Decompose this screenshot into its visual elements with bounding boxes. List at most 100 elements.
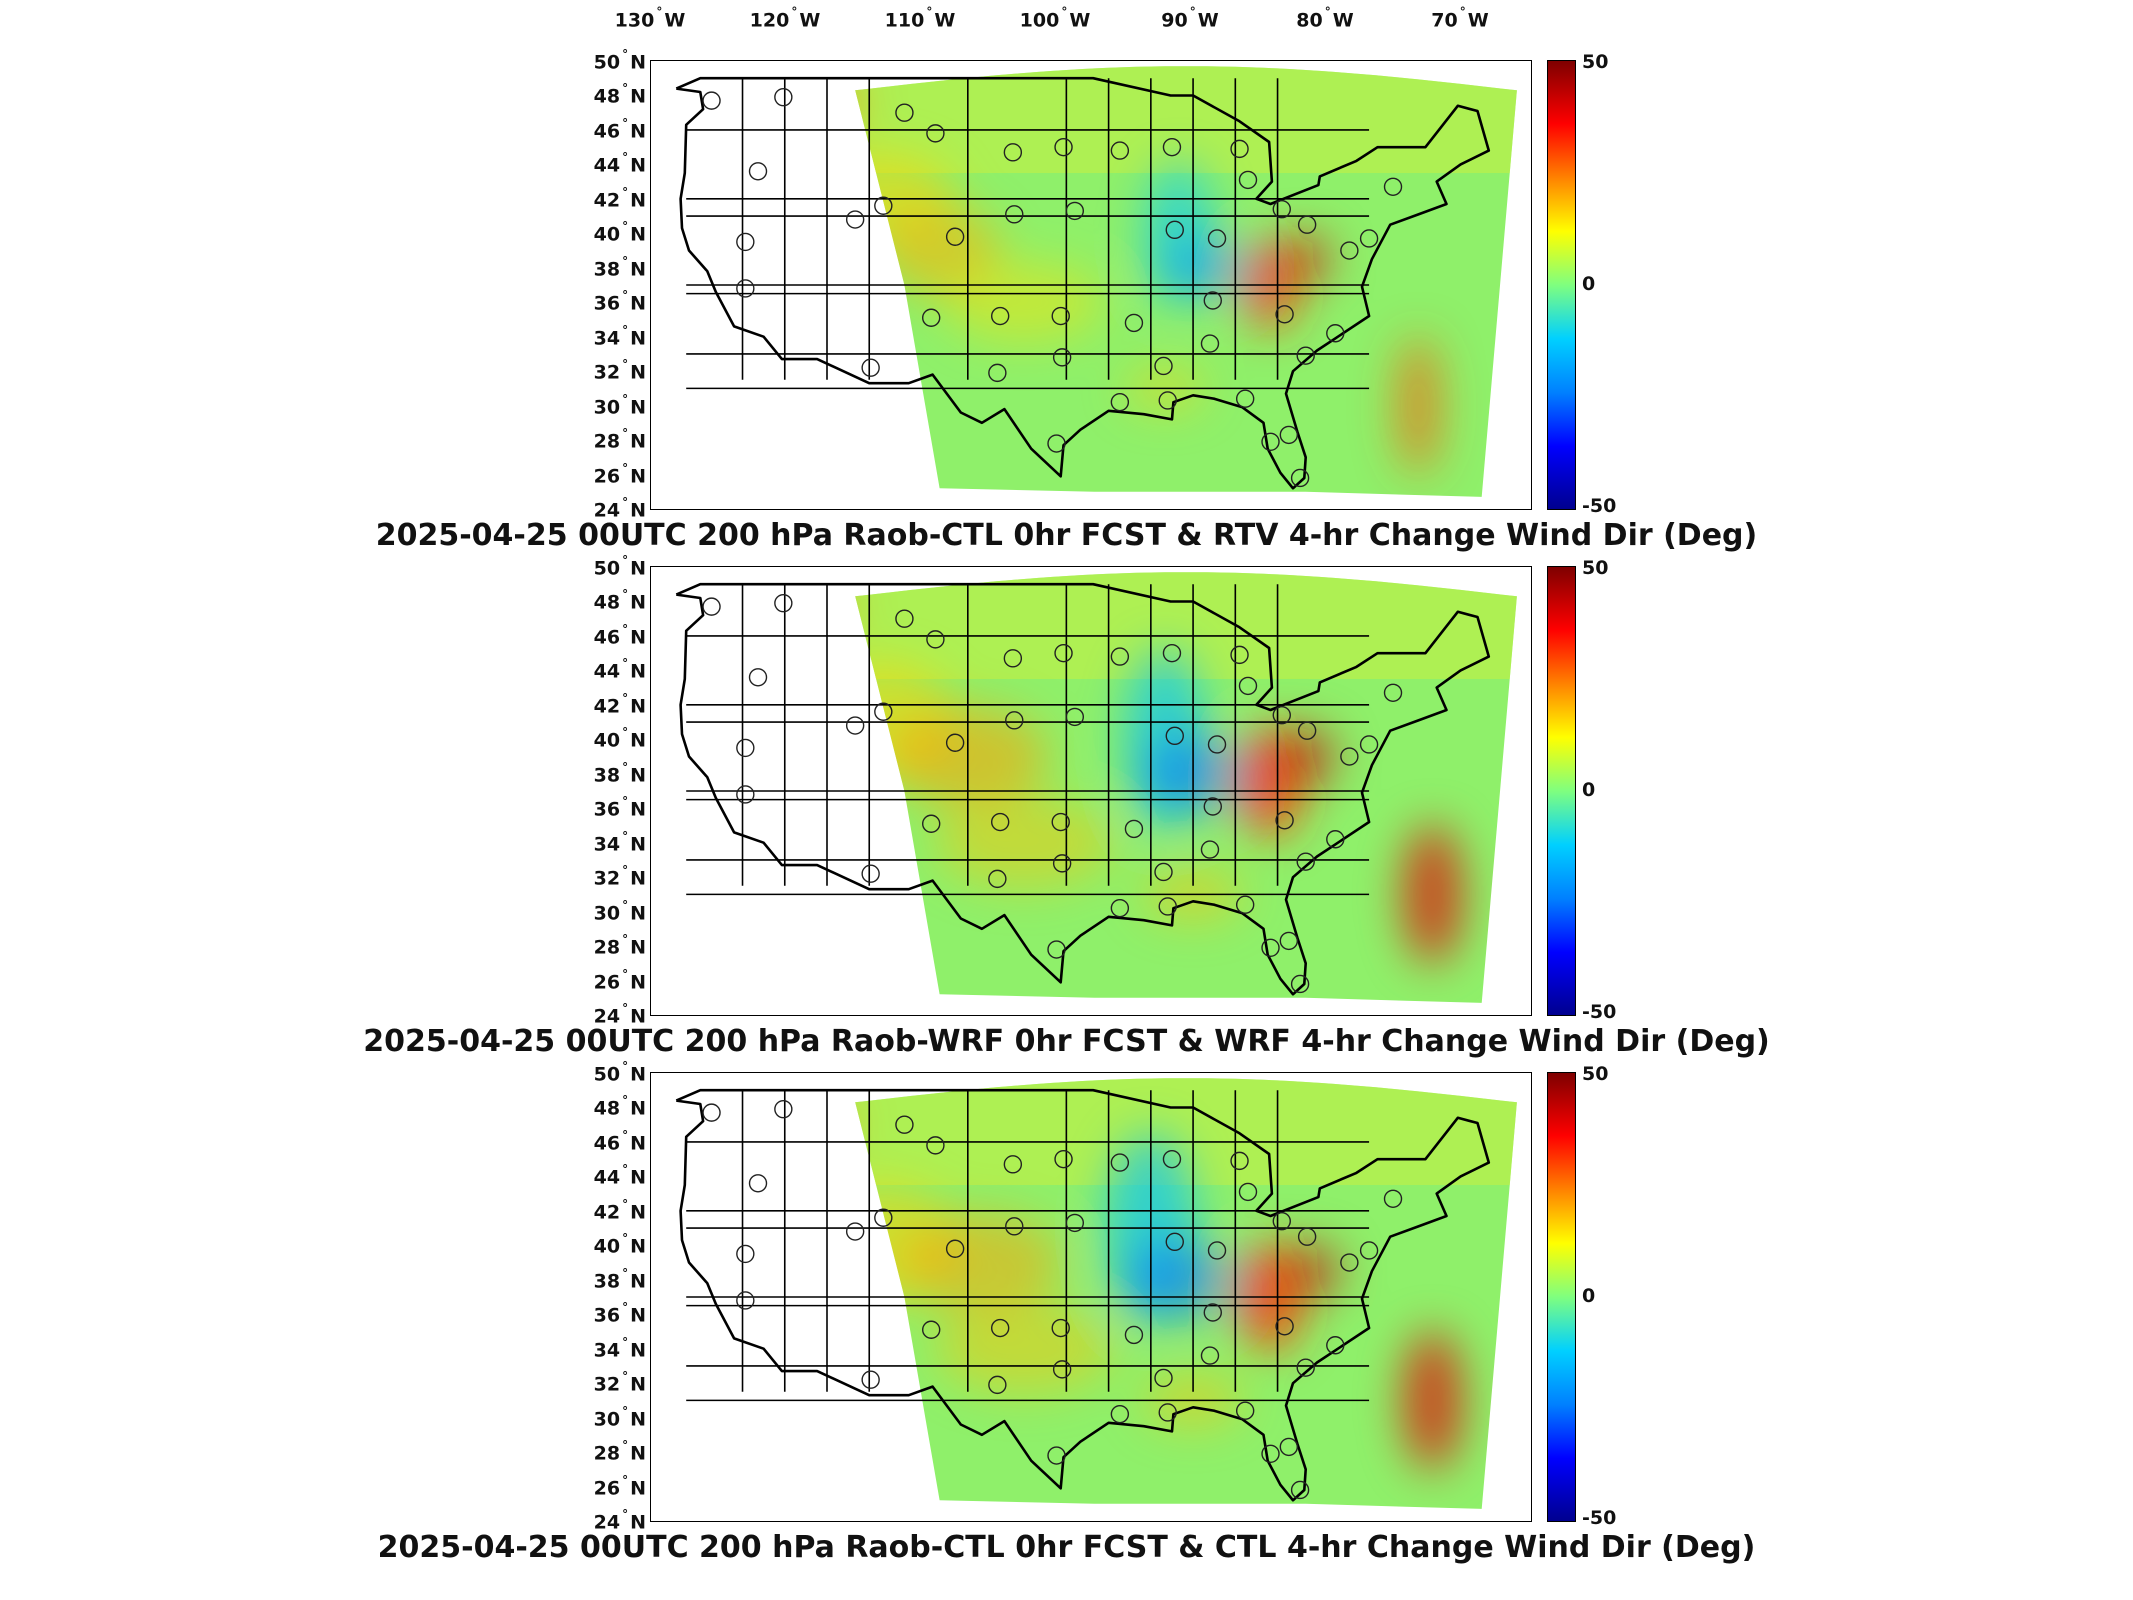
raob-station-marker	[1051, 812, 1070, 832]
colorbar	[1547, 60, 1576, 510]
raob-station-marker	[1340, 241, 1359, 260]
raob-station-marker	[702, 597, 721, 616]
raob-station-marker	[921, 814, 941, 833]
lat-tick-label: 42 ° N	[593, 1197, 646, 1224]
raob-station-marker	[1158, 391, 1177, 410]
raob-station-marker	[861, 1370, 880, 1389]
us-coastline	[675, 76, 1491, 490]
lat-tick-label: 48 ° N	[593, 81, 646, 109]
raob-station-marker	[1359, 229, 1379, 248]
lat-tick-label: 46 ° N	[593, 1128, 646, 1155]
raob-station-marker	[1238, 170, 1258, 190]
raob-station-marker	[921, 308, 941, 327]
raob-station-marker	[1154, 862, 1173, 882]
raob-station-marker	[945, 1239, 965, 1258]
lat-tick-label: 26 ° N	[593, 966, 646, 994]
raob-station-marker	[1261, 432, 1280, 451]
lat-tick-label: 24 ° N	[593, 495, 646, 522]
raob-station-marker	[1065, 201, 1085, 221]
raob-station-marker	[895, 103, 914, 122]
raob-station-marker	[1165, 220, 1184, 240]
colorbar	[1547, 1072, 1576, 1522]
lat-tick-label: 50 ° N	[593, 47, 646, 74]
raob-station-marker	[774, 87, 793, 107]
raob-station-marker	[1052, 854, 1072, 873]
raob-station-marker	[736, 232, 755, 252]
lat-tick-label: 34 ° N	[593, 323, 646, 350]
raob-station-marker	[1272, 1211, 1291, 1231]
raob-station-marker	[1383, 1189, 1403, 1208]
us-coastline	[675, 1088, 1491, 1502]
raob-station-marker	[1203, 291, 1222, 310]
raob-station-marker	[1296, 852, 1315, 871]
raob-station-marker	[1047, 940, 1066, 959]
raob-station-marker	[1238, 1182, 1258, 1202]
raob-station-marker	[1297, 215, 1317, 234]
lat-tick-label: 36 ° N	[593, 288, 646, 315]
raob-station-marker	[861, 864, 880, 883]
lon-tick-label: 70 ° W	[1431, 5, 1489, 32]
colorbar	[1547, 566, 1576, 1016]
raob-station-marker	[874, 196, 893, 215]
lon-tick-label: 80 ° W	[1296, 5, 1354, 32]
lat-tick-label: 44 ° N	[593, 1162, 646, 1190]
raob-station-marker	[1162, 643, 1182, 663]
lat-tick-label: 44 ° N	[593, 656, 646, 684]
state-boundaries	[686, 1090, 1370, 1402]
raob-station-marker	[845, 1222, 865, 1241]
raob-station-marker	[988, 1375, 1007, 1395]
raob-station-marker	[926, 630, 945, 649]
raob-station-marker	[1110, 1153, 1130, 1172]
raob-station-marker	[1230, 1151, 1249, 1171]
raob-station-marker	[921, 1320, 941, 1339]
raob-station-marker	[774, 1099, 793, 1119]
raob-station-marker	[1235, 1401, 1255, 1420]
lat-tick-label: 34 ° N	[593, 1335, 646, 1362]
raob-station-marker	[1158, 897, 1177, 916]
raob-station-marker	[1275, 811, 1294, 830]
lat-tick-label: 30 ° N	[593, 391, 646, 419]
raob-station-marker	[1065, 1213, 1085, 1233]
raob-station-marker	[1359, 735, 1379, 754]
raob-station-marker	[1005, 205, 1024, 224]
raob-station-marker	[1005, 1217, 1024, 1236]
lat-tick-label: 40 ° N	[593, 1231, 646, 1258]
map-frame	[650, 1072, 1532, 1522]
field-anomaly	[1402, 824, 1463, 965]
raob-station-marker	[1052, 1360, 1072, 1379]
raob-station-marker	[1340, 747, 1359, 766]
field-anomaly	[1275, 726, 1336, 787]
raob-station-marker	[1003, 1155, 1023, 1174]
raob-station-marker	[1051, 1318, 1070, 1338]
raob-station-marker	[1261, 1444, 1280, 1463]
raob-station-marker	[1207, 229, 1227, 248]
lat-tick-label: 26 ° N	[593, 460, 646, 488]
raob-station-marker	[1200, 1346, 1220, 1365]
panel-title: 2025-04-25 00UTC 200 hPa Raob-CTL 0hr FC…	[377, 1530, 1756, 1565]
raob-station-marker	[1297, 721, 1317, 740]
panel-title: 2025-04-25 00UTC 200 hPa Raob-WRF 0hr FC…	[363, 1024, 1770, 1059]
lat-tick-label: 32 ° N	[593, 1369, 646, 1396]
raob-station-marker	[1279, 1437, 1299, 1457]
raob-station-marker	[1275, 305, 1294, 324]
raob-station-marker	[1383, 683, 1403, 702]
raob-station-marker	[1272, 199, 1291, 219]
raob-station-marker	[1158, 1403, 1177, 1422]
lat-tick-label: 38 ° N	[593, 254, 646, 281]
raob-station-marker	[1326, 830, 1345, 849]
raob-station-marker	[1261, 938, 1280, 957]
colorbar-min-label: -50	[1582, 1507, 1617, 1529]
raob-station-marker	[1003, 649, 1023, 668]
raob-station-marker	[748, 668, 768, 687]
lat-tick-label: 32 ° N	[593, 863, 646, 890]
field-anomaly	[944, 262, 1105, 343]
field-anomaly	[1162, 237, 1253, 298]
lon-tick-label: 100 ° W	[1019, 5, 1091, 32]
colorbar-max-label: 50	[1582, 557, 1609, 579]
raob-station-marker	[1290, 468, 1310, 488]
colorbar-mid-label: 0	[1582, 779, 1596, 801]
raob-station-marker	[1051, 306, 1070, 326]
raob-station-marker	[1290, 1480, 1310, 1500]
raob-station-marker	[774, 593, 793, 613]
raob-station-marker	[1207, 1241, 1227, 1260]
